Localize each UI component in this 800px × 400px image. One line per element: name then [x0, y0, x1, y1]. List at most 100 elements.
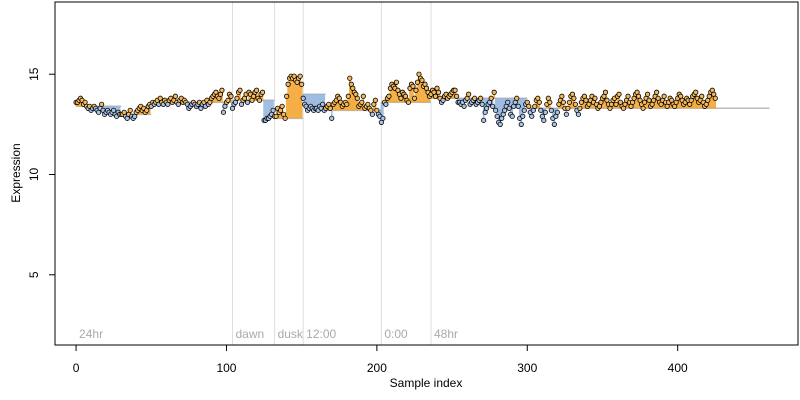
- segment-label: dawn: [235, 327, 264, 341]
- data-point: [410, 83, 416, 89]
- data-point: [481, 117, 487, 123]
- data-point: [536, 99, 542, 105]
- data-point: [583, 97, 589, 103]
- y-tick-label: 10: [27, 168, 41, 182]
- segment-label: 0:00: [384, 327, 408, 341]
- data-point: [419, 77, 425, 83]
- data-point: [452, 87, 458, 93]
- data-point: [345, 93, 351, 99]
- data-point: [360, 93, 366, 99]
- data-point: [284, 93, 290, 99]
- y-tick-label: 15: [27, 67, 41, 81]
- data-point: [526, 103, 532, 109]
- data-point: [616, 91, 622, 97]
- data-point: [538, 107, 544, 113]
- data-point: [344, 101, 350, 107]
- data-point: [237, 87, 243, 93]
- data-point: [520, 113, 526, 119]
- data-point: [297, 73, 303, 79]
- data-point: [490, 103, 496, 109]
- data-point: [99, 101, 105, 107]
- data-point: [712, 95, 718, 101]
- data-point: [575, 111, 582, 117]
- x-axis-title: Sample index: [390, 376, 463, 390]
- data-point: [559, 93, 565, 99]
- data-point: [491, 89, 497, 95]
- data-point: [299, 81, 305, 87]
- data-point: [472, 95, 478, 101]
- data-point: [478, 95, 484, 101]
- data-point: [256, 97, 263, 103]
- data-point: [625, 93, 631, 99]
- segment-label: 48hr: [434, 327, 458, 341]
- data-point: [554, 109, 560, 115]
- segment-label: dusk: [278, 327, 304, 341]
- data-point: [372, 97, 378, 103]
- data-point: [497, 121, 503, 127]
- data-point: [602, 89, 609, 95]
- data-point: [282, 115, 288, 121]
- data-point: [244, 99, 251, 105]
- segment-dividers: [231, 2, 432, 345]
- data-point: [506, 105, 512, 111]
- data-point: [273, 113, 279, 119]
- data-point: [411, 95, 418, 101]
- y-axis-title: Expression: [9, 143, 23, 202]
- data-point: [259, 89, 266, 95]
- data-point: [219, 87, 225, 93]
- data-point: [565, 105, 571, 111]
- data-point: [320, 101, 326, 107]
- data-point: [453, 93, 460, 99]
- data-point: [529, 113, 535, 119]
- data-point: [661, 93, 667, 99]
- data-point: [413, 87, 419, 93]
- data-point: [279, 103, 285, 109]
- data-point: [253, 87, 260, 93]
- data-point: [359, 99, 365, 105]
- data-point: [398, 95, 404, 101]
- data-point: [572, 101, 579, 107]
- data-point: [644, 91, 651, 97]
- data-point: [432, 93, 439, 99]
- data-point: [127, 107, 133, 113]
- data-point: [466, 91, 472, 97]
- data-point: [435, 89, 442, 95]
- data-point: [405, 99, 412, 105]
- data-point: [172, 93, 178, 99]
- segment-labels: 24hr dawn dusk 12:00 0:00 48hr: [79, 327, 458, 341]
- data-point: [566, 99, 572, 105]
- data-point: [542, 109, 548, 115]
- data-point: [414, 79, 421, 85]
- x-tick-label: 0: [73, 361, 80, 375]
- data-point: [327, 105, 333, 111]
- data-point: [541, 117, 547, 123]
- y-axis: 5 10 15: [27, 67, 56, 278]
- data-point: [563, 111, 569, 117]
- data-point: [354, 95, 360, 101]
- plot-frame: [54, 1, 799, 346]
- data-point: [613, 101, 619, 107]
- data-point: [515, 103, 521, 109]
- data-point: [461, 103, 467, 109]
- data-point: [329, 115, 335, 121]
- data-point: [654, 89, 660, 95]
- segment-label: 24hr: [79, 327, 103, 341]
- data-point: [521, 107, 527, 113]
- data-point: [493, 107, 499, 113]
- data-point: [640, 105, 646, 111]
- data-point: [225, 97, 231, 103]
- data-point: [551, 121, 557, 127]
- x-tick-label: 400: [668, 361, 688, 375]
- data-point: [300, 95, 306, 101]
- data-point: [285, 81, 291, 87]
- data-point: [270, 107, 276, 113]
- data-point: [547, 99, 553, 105]
- data-point: [560, 99, 566, 105]
- x-tick-label: 300: [517, 361, 537, 375]
- data-point: [646, 97, 652, 103]
- data-point: [234, 95, 240, 101]
- data-point: [693, 89, 699, 95]
- data-point: [505, 99, 511, 105]
- data-point: [577, 105, 583, 111]
